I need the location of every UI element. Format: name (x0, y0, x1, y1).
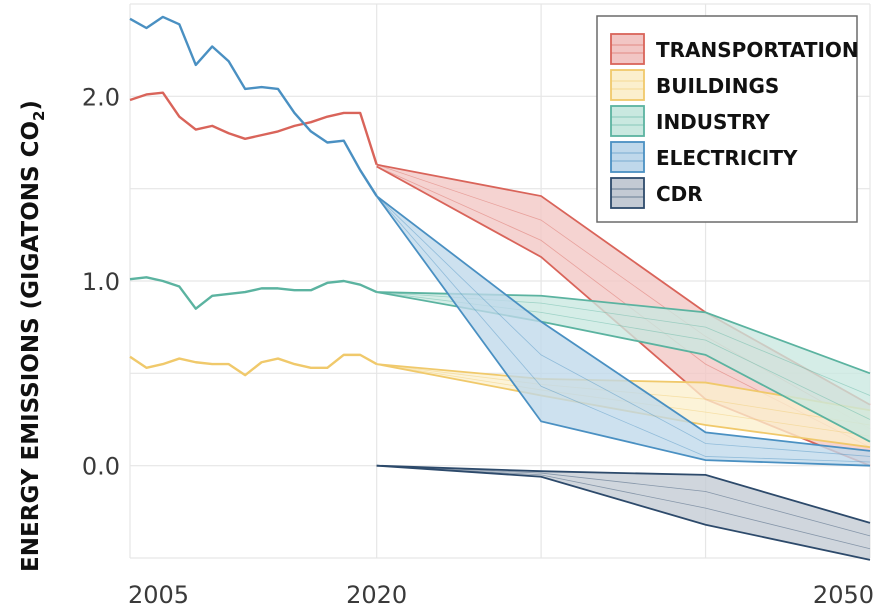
legend-swatch-buildings (610, 69, 645, 101)
electricity-lower-bound (375, 195, 871, 467)
history-lines (129, 15, 378, 377)
x-tick-label-2050: 2050 (813, 581, 874, 609)
projection-bands (375, 163, 871, 561)
x-tick-label-2020: 2020 (346, 581, 407, 609)
electricity-history-line (129, 15, 378, 197)
cdr-inner-line-1 (376, 465, 871, 550)
x-tick-label-2005: 2005 (128, 581, 189, 609)
y-tick-label-0: 0.0 (82, 453, 120, 481)
legend-swatch-industry (610, 105, 645, 137)
legend-swatch-cdr (610, 177, 645, 209)
legend-label-electricity: ELECTRICITY (656, 146, 798, 170)
industry-history-line (129, 276, 378, 310)
y-axis-label: ENERGY EMISSIONS (GIGATONS CO2) (18, 100, 48, 572)
electricity-upper-bound (376, 195, 871, 452)
legend-label-transportation: TRANSPORTATION (656, 38, 859, 62)
legend: TRANSPORTATION BUILDINGS INDUSTRY ELECTRICI… (596, 15, 859, 223)
industry-band (376, 292, 870, 442)
legend-label-buildings: BUILDINGS (656, 74, 779, 98)
cdr-inner-line-0 (376, 465, 871, 537)
electricity-inner-line-0 (376, 195, 871, 457)
y-axis-label-suffix: ) (18, 100, 44, 111)
transportation-history-line (129, 91, 378, 166)
y-axis-label-subscript: 2 (30, 111, 48, 121)
legend-label-cdr: CDR (656, 182, 703, 206)
y-tick-label-1: 1.0 (82, 268, 120, 296)
y-tick-label-2: 2.0 (82, 83, 120, 111)
cdr-lower-bound (376, 464, 871, 561)
electricity-inner-line-1 (376, 195, 871, 463)
buildings-history-line (129, 353, 378, 377)
legend-swatch-electricity (610, 141, 645, 173)
x-axis-ticks: 2005 2020 2050 (128, 581, 874, 609)
legend-label-industry: INDUSTRY (656, 110, 770, 134)
legend-swatch-transportation (610, 33, 645, 65)
y-axis-label-main: ENERGY EMISSIONS (GIGATONS CO (18, 121, 44, 572)
cdr-upper-bound (376, 464, 871, 524)
cdr-band (376, 465, 870, 560)
y-axis-ticks: 0.0 1.0 2.0 (82, 83, 120, 480)
